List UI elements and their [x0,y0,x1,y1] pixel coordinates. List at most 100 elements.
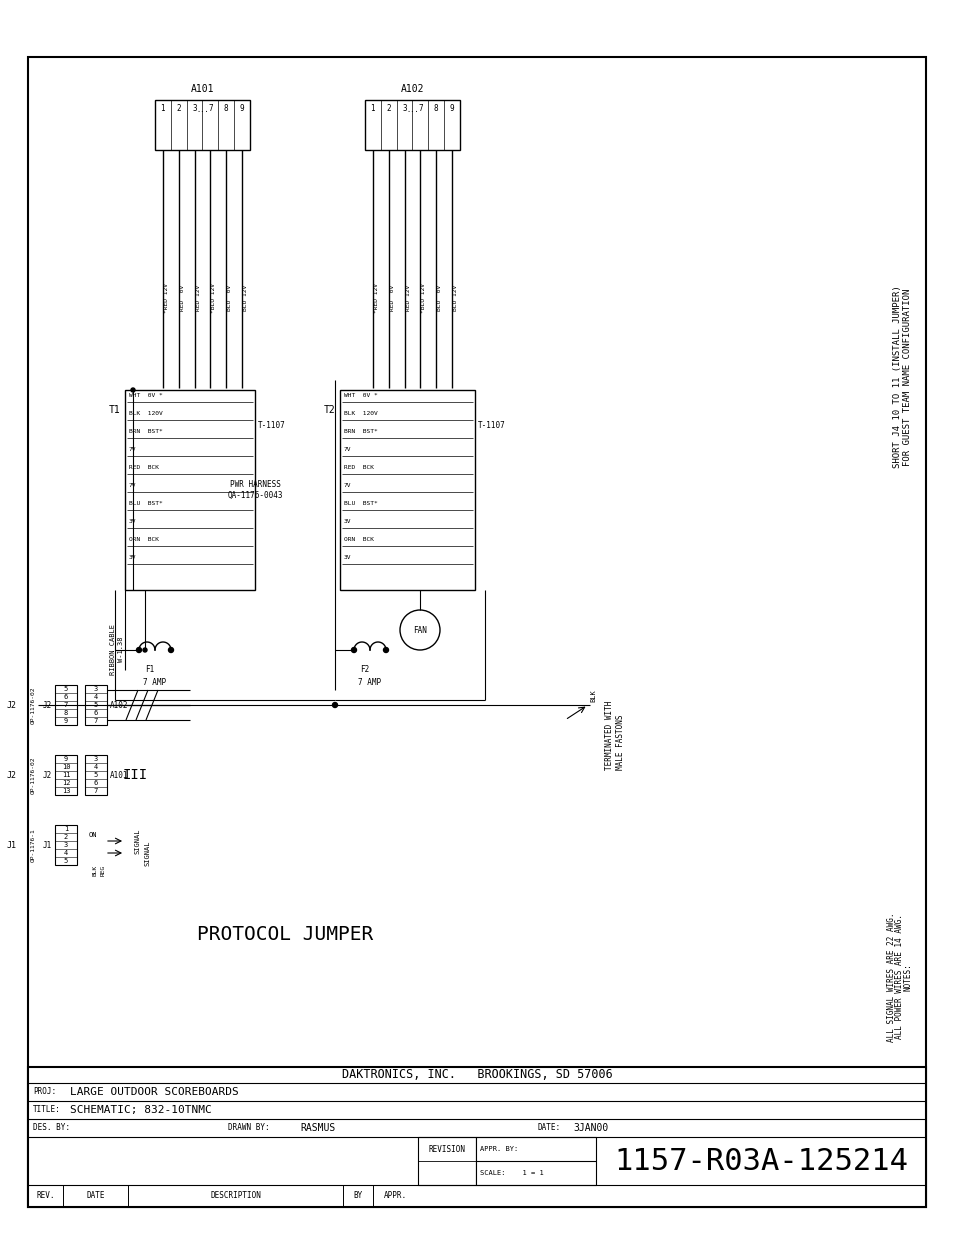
Text: J2: J2 [43,771,52,779]
Text: PROJ:: PROJ: [33,1088,56,1097]
Bar [476,1137,596,1186]
Text: 9: 9 [449,104,454,112]
Text: 2: 2 [176,104,181,112]
Text: 3V: 3V [344,555,351,559]
Text: DATE: DATE [86,1192,105,1200]
Text: 7 AMP: 7 AMP [143,678,167,687]
Text: 3: 3 [64,842,68,848]
Text: RIBBON CABLE
W-1.38: RIBBON CABLE W-1.38 [111,624,124,676]
Text: FAN: FAN [413,625,427,635]
Text: SIGNAL: SIGNAL [145,840,151,866]
Text: J2: J2 [43,700,52,709]
Text: 6: 6 [93,710,98,716]
Text: 7: 7 [208,104,213,112]
Circle shape [136,647,141,652]
Text: 5: 5 [93,701,98,708]
Circle shape [351,647,356,652]
Text: DRAWN BY:: DRAWN BY: [228,1124,270,1132]
Text: APPR.: APPR. [383,1192,407,1200]
Text: REVISION: REVISION [428,1145,465,1153]
Text: RED  0V: RED 0V [179,285,185,311]
Text: LARGE OUTDOOR SCOREBOARDS: LARGE OUTDOOR SCOREBOARDS [70,1087,238,1097]
Text: BLU  BST*: BLU BST* [344,501,377,506]
Text: F2: F2 [360,664,369,674]
Bar [417,1137,476,1186]
Text: 3JAN00: 3JAN00 [573,1123,608,1132]
Text: SIGNAL: SIGNAL [135,829,141,853]
Text: 5: 5 [64,685,68,692]
Text: 9: 9 [64,756,68,762]
Text: ORN  BCK: ORN BCK [344,537,374,542]
Text: FOR GUEST TEAM NAME CONFIGURATION: FOR GUEST TEAM NAME CONFIGURATION [902,288,911,466]
Text: 6: 6 [64,694,68,700]
Text: 3: 3 [402,104,407,112]
Text: OP-1176-1: OP-1176-1 [30,829,35,862]
Text: 6: 6 [93,781,98,785]
Text: 13: 13 [62,788,71,794]
Text: BY: BY [353,1192,362,1200]
Text: 3: 3 [93,685,98,692]
Text: BLU 12V: BLU 12V [453,285,457,311]
Text: SHORT J4 10 TO 11 (INSTALL JUMPER): SHORT J4 10 TO 11 (INSTALL JUMPER) [893,285,902,468]
Text: 7: 7 [64,701,68,708]
Text: RED  BCK: RED BCK [344,466,374,471]
Text: A102: A102 [110,700,129,709]
Text: RED 12V: RED 12V [195,285,200,311]
Text: PWR HARNESS
QA-1176-0043: PWR HARNESS QA-1176-0043 [227,480,282,500]
Text: 1: 1 [160,104,165,112]
Text: ORN  BCK: ORN BCK [129,537,159,542]
Text: NOTES:: NOTES: [902,963,911,990]
Text: RED 12V: RED 12V [405,285,410,311]
Bar [85,755,107,795]
Text: BLU  0V: BLU 0V [227,285,232,311]
Text: BRN  BST*: BRN BST* [129,429,163,433]
Text: BLU 12V: BLU 12V [243,285,248,311]
Text: *RED 12V: *RED 12V [374,283,378,312]
Text: J1: J1 [43,841,52,850]
Text: ON: ON [89,832,97,839]
Text: BRN  BST*: BRN BST* [344,429,377,433]
Text: RED  0V: RED 0V [390,285,395,311]
Text: A102: A102 [400,84,424,94]
Text: APPR. BY:: APPR. BY: [479,1146,517,1152]
Text: SCALE:    1 = 1: SCALE: 1 = 1 [479,1170,543,1176]
Text: J1: J1 [7,841,17,850]
Text: *RED 12V: *RED 12V [164,283,169,312]
Text: 7V: 7V [129,483,136,488]
Text: ...: ... [196,107,209,112]
Text: 7V: 7V [129,447,136,452]
Text: 7: 7 [93,718,98,724]
Bar [85,685,107,725]
Text: 3: 3 [193,104,196,112]
Text: 8: 8 [434,104,438,112]
Circle shape [383,647,388,652]
Text: RASMUS: RASMUS [299,1123,335,1132]
Text: 1157-R03A-125214: 1157-R03A-125214 [614,1146,907,1176]
Bar [55,755,77,795]
Text: 9: 9 [64,718,68,724]
Text: 2: 2 [386,104,391,112]
Text: 7 AMP: 7 AMP [358,678,381,687]
Text: 10: 10 [62,764,71,769]
Text: REV.: REV. [36,1192,54,1200]
Text: 5: 5 [93,772,98,778]
Text: BLK: BLK [589,689,596,701]
Text: T1: T1 [108,405,120,415]
Text: ...: ... [406,107,418,112]
Circle shape [333,703,337,708]
Circle shape [143,648,147,652]
Text: RED  BCK: RED BCK [129,466,159,471]
Text: TITLE:: TITLE: [33,1105,61,1114]
Text: DAKTRONICS, INC.   BROOKINGS, SD 57006: DAKTRONICS, INC. BROOKINGS, SD 57006 [341,1067,612,1081]
Text: 3V: 3V [344,519,351,524]
Text: BLU  BST*: BLU BST* [129,501,163,506]
Bar [125,390,254,590]
Text: J2: J2 [7,700,17,709]
Text: OP-1176-02: OP-1176-02 [30,687,35,724]
Text: 4: 4 [64,850,68,856]
Text: 3: 3 [93,756,98,762]
Text: DESCRIPTION: DESCRIPTION [210,1192,261,1200]
Text: 12: 12 [62,781,71,785]
Text: *BLU 12V: *BLU 12V [212,283,216,312]
Text: ALL SIGNAL WIRES ARE 22 AWG.: ALL SIGNAL WIRES ARE 22 AWG. [886,913,896,1042]
